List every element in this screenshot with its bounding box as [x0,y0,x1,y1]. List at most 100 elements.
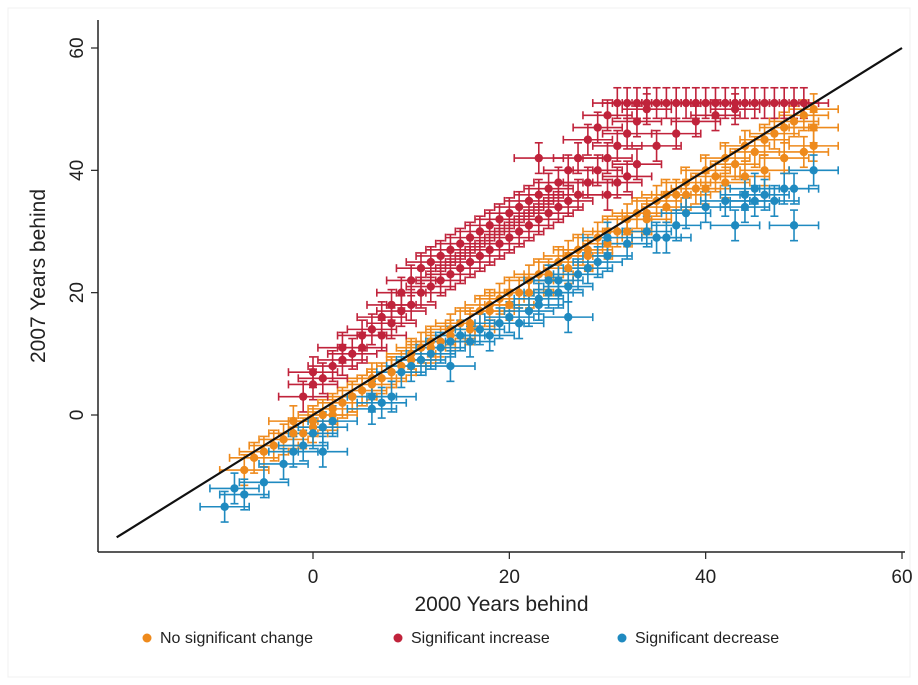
no-significant-changepoint [583,251,593,261]
legend-label-significant-decrease: Significant decrease [635,630,779,647]
no-significant-changepoint [789,117,799,126]
significant-increasepoint [780,98,789,108]
significant-increasepoint [505,208,514,218]
significant-increasepoint [534,215,543,224]
significant-increasepoint [298,392,308,401]
significant-decreasepoint [406,361,416,371]
significant-decreasepoint [760,190,769,199]
significant-increasepoint [701,98,710,108]
no-significant-changepoint [809,123,818,132]
significant-increasepoint [632,117,642,126]
significant-decreasepoint [730,221,740,230]
no-significant-changepoint [721,178,730,187]
significant-decreasepoint [622,239,632,248]
no-significant-changepoint [397,361,406,371]
significant-decreasepoint [298,441,308,450]
reference-45-degree-line [116,47,903,539]
significant-increasepoint [564,166,573,175]
significant-increasepoint [524,221,534,230]
no-significant-changepoint [465,319,475,328]
legend-marker-significant-increase [393,633,403,643]
no-significant-changepoint [780,123,789,132]
significant-decreasepoint [652,233,661,242]
significant-increasepoint [465,233,475,242]
reference-line-layer [116,47,903,539]
no-significant-changepoint [662,202,671,212]
no-significant-changepoint [691,184,701,193]
significant-increasepoint [534,153,543,163]
significant-decreasepoint [377,398,386,407]
significant-increasepoint [681,98,691,108]
significant-increasepoint [721,98,730,108]
no-significant-changepoint [583,245,593,255]
significant-decreasepoint [387,392,396,401]
legend-marker-no-significant-change [142,633,152,643]
significant-increasepoint [456,239,465,248]
no-significant-changepoint [642,208,651,218]
axes-layer: 0 20 40 60 0 20 40 60 [67,20,913,588]
significant-decreasepoint [740,202,750,212]
legend-label-no-significant-change: No significant change [160,630,313,647]
y-tick-label: 20 [67,282,88,303]
x-axis-title: 2000 Years behind [415,593,589,616]
significant-decreasepoint [583,264,593,273]
significant-decreasepoint [465,337,475,346]
significant-increasepoint [436,251,445,261]
significant-increasepoint [475,251,485,261]
significant-decreasepoint [456,331,465,340]
significant-increasepoint [573,153,583,163]
significant-increasepoint [465,257,475,267]
no-significant-changepoint [328,404,337,414]
significant-increasepoint [377,331,386,340]
significant-increasepoint [691,117,701,126]
significant-decreasepoint [289,447,298,456]
significant-increasepoint [387,300,396,310]
no-significant-changepoint [338,398,347,407]
significant-increasepoint [387,319,396,328]
no-significant-changepoint [799,111,809,120]
significant-decreasepoint [308,429,318,438]
significant-increasepoint [456,264,465,273]
significant-decreasepoint [495,319,504,328]
no-significant-changepoint [289,429,298,438]
significant-decreasepoint [514,319,524,328]
significant-decreasepoint [809,166,818,175]
significant-increasepoint [672,129,681,138]
significant-decreasepoint [505,312,514,322]
significant-decreasepoint [750,184,759,193]
significant-increasepoint [495,215,504,224]
significant-increasepoint [446,245,455,255]
significant-decreasepoint [397,367,406,377]
no-significant-changepoint [240,465,249,475]
significant-decreasepoint [789,184,799,193]
significant-decreasepoint [318,423,328,432]
no-significant-changepoint [613,227,622,236]
no-significant-changepoint [348,392,357,401]
significant-increasepoint [348,349,357,359]
significant-increasepoint [406,276,416,285]
no-significant-changepoint [406,355,416,365]
significant-decreasepoint [662,233,671,242]
no-significant-changepoint [328,410,337,420]
no-significant-changepoint [603,239,612,248]
significant-decreasepoint [603,233,612,242]
no-significant-changepoint [308,423,318,432]
no-significant-changepoint [485,306,494,316]
significant-increasepoint [642,104,651,114]
significant-increasepoint [377,312,386,322]
significant-increasepoint [632,98,642,108]
no-significant-changepoint [387,367,396,377]
no-significant-changepoint [465,325,475,334]
significant-decreasepoint [701,202,710,212]
significant-increasepoint [603,111,612,120]
significant-decreasepoint [750,196,759,206]
x-tick-label: 60 [891,567,912,588]
outer-frame [7,7,911,678]
significant-increasepoint [593,123,602,132]
significant-decreasepoint [603,251,612,261]
no-significant-changepoint [269,441,278,450]
significant-increasepoint [426,282,435,291]
legend-marker-significant-decrease [617,633,627,643]
significant-decreasepoint [672,221,681,230]
no-significant-changepoint [524,288,534,297]
